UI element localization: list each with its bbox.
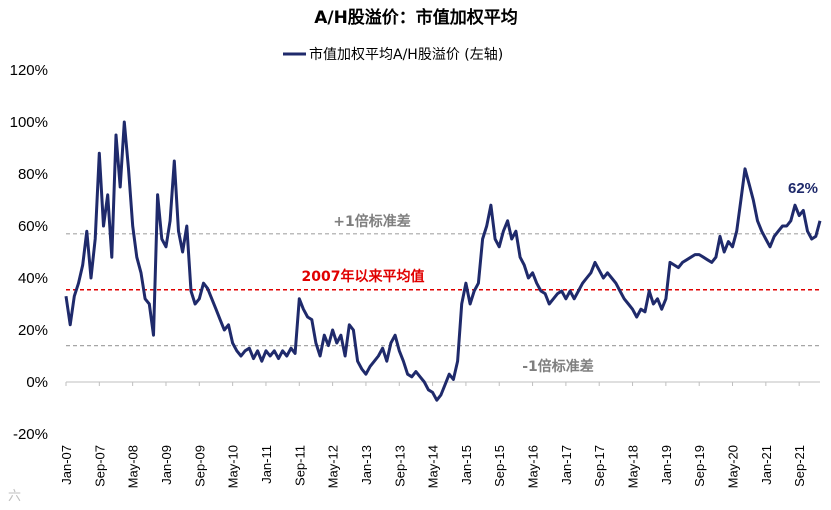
y-tick-label: 120% (10, 62, 48, 79)
x-tick-label: May-10 (226, 445, 241, 488)
x-tick-label: Jan-17 (559, 445, 574, 485)
x-tick-label: Sep-11 (292, 445, 307, 486)
x-tick-label: Jan-15 (459, 445, 474, 485)
y-axis: 120% 100% 80% 60% 40% 20% 0% -20% (10, 62, 48, 443)
legend: 市值加权平均A/H股溢价 (左轴) (283, 46, 503, 63)
x-tick-label: Jan-13 (359, 445, 374, 485)
x-tick-label: May-14 (426, 445, 441, 488)
x-axis: Jan-07 Sep-07 May-08 Jan-09 Sep-09 May-10 Jan-… (59, 382, 807, 488)
x-tick-label: Jan-19 (659, 445, 674, 485)
x-tick-label: Jan-21 (759, 445, 774, 485)
y-tick-label: 100% (10, 114, 48, 131)
x-tick-label: Sep-15 (492, 445, 507, 487)
x-tick-label: Sep-07 (92, 445, 107, 487)
x-tick-label: May-20 (726, 445, 741, 488)
x-tick-label: Jan-07 (59, 445, 74, 485)
legend-series-label: 市值加权平均A/H股溢价 (左轴) (309, 46, 503, 63)
x-tick-label: May-08 (126, 445, 141, 488)
watermark: 六 (8, 489, 21, 504)
reference-lines (66, 233, 820, 347)
plus-1-std-label: +1倍标准差 (333, 213, 410, 230)
y-tick-label: 60% (18, 218, 48, 235)
x-tick-label: Sep-17 (592, 445, 607, 487)
y-tick-label: 80% (18, 166, 48, 183)
chart-title: A/H股溢价：市值加权平均 (314, 7, 518, 28)
x-tick-label: Sep-21 (792, 445, 807, 487)
x-tick-label: Jan-09 (159, 445, 174, 485)
x-tick-label: May-18 (626, 445, 641, 488)
y-tick-label: 40% (18, 270, 48, 287)
series-line (64, 120, 822, 402)
mean-label: 2007年以来平均值 (302, 268, 425, 285)
x-tick-label: Sep-19 (692, 445, 707, 487)
end-value-label: 62% (788, 180, 818, 197)
x-tick-label: Sep-13 (392, 445, 407, 487)
y-tick-label: 0% (26, 374, 48, 391)
y-tick-label: 20% (18, 322, 48, 339)
x-tick-label: May-12 (326, 445, 341, 488)
x-tick-label: May-16 (526, 445, 541, 488)
x-tick-label: Sep-09 (192, 445, 207, 487)
minus-1-std-label: -1倍标准差 (522, 358, 594, 375)
y-tick-label: -20% (13, 426, 48, 443)
x-tick-label: Jan-11 (259, 445, 274, 484)
